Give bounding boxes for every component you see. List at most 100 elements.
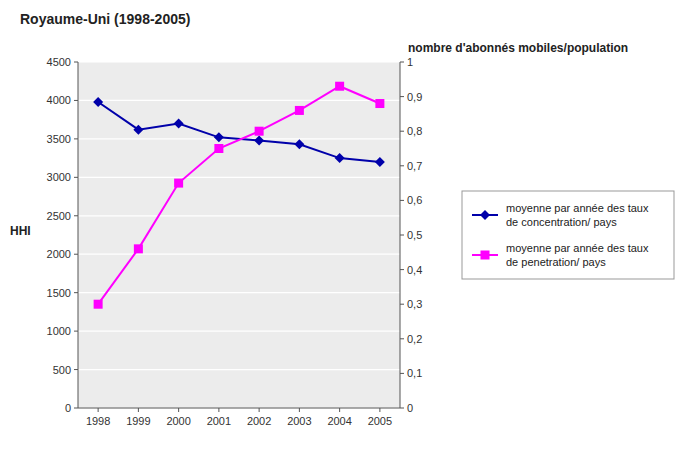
- marker: [335, 82, 344, 91]
- tick-label: 1000: [47, 325, 71, 337]
- tick: [138, 408, 139, 412]
- legend-marker: [480, 210, 490, 220]
- tick: [74, 254, 78, 255]
- tick: [400, 200, 404, 201]
- grid-line: [78, 369, 400, 370]
- grid-line: [78, 407, 400, 408]
- tick-label: 4000: [47, 94, 71, 106]
- grid-line: [78, 177, 400, 178]
- tick-label: 3500: [47, 133, 71, 145]
- tick-label: 500: [53, 364, 71, 376]
- grid-line: [78, 331, 400, 332]
- tick-label: 0,9: [407, 91, 422, 103]
- tick-label: 1999: [126, 415, 150, 427]
- tick: [74, 369, 78, 370]
- tick-label: 2500: [47, 210, 71, 222]
- grid-line: [78, 100, 400, 101]
- marker: [134, 244, 143, 253]
- grid-line: [78, 215, 400, 216]
- tick: [178, 408, 179, 412]
- tick: [74, 215, 78, 216]
- tick: [74, 292, 78, 293]
- tick-label: 2001: [207, 415, 231, 427]
- tick-label: 0,2: [407, 333, 422, 345]
- tick-label: 2000: [166, 415, 190, 427]
- tick: [98, 408, 99, 412]
- tick-label: 0,6: [407, 194, 422, 206]
- legend: moyenne par année des tauxde concentrati…: [462, 191, 674, 279]
- tick: [379, 408, 380, 412]
- tick: [74, 138, 78, 139]
- tick: [339, 408, 340, 412]
- y2-axis: [400, 62, 401, 408]
- tick-label: 0,5: [407, 229, 422, 241]
- tick: [218, 408, 219, 412]
- tick-label: 1: [407, 56, 413, 68]
- marker: [295, 106, 304, 115]
- tick: [400, 62, 404, 63]
- tick: [400, 338, 404, 339]
- marker: [174, 119, 184, 129]
- tick: [400, 408, 404, 409]
- tick-label: 1500: [47, 287, 71, 299]
- tick: [74, 100, 78, 101]
- tick: [259, 408, 260, 412]
- tick: [74, 408, 78, 409]
- grid-line: [78, 292, 400, 293]
- tick-label: 0,7: [407, 160, 422, 172]
- plot-area: [78, 62, 400, 408]
- y-axis: [78, 62, 79, 408]
- axis-label: HHI: [10, 224, 31, 238]
- series-group: [93, 82, 385, 309]
- tick-label: 4500: [47, 56, 71, 68]
- tick: [400, 269, 404, 270]
- tick-label: 0: [65, 402, 71, 414]
- marker: [214, 144, 223, 153]
- tick: [299, 408, 300, 412]
- tick-label: 1998: [86, 415, 110, 427]
- line: [98, 102, 380, 162]
- tick: [74, 177, 78, 178]
- marker: [255, 127, 264, 136]
- grid-line: [78, 254, 400, 255]
- tick: [400, 131, 404, 132]
- x-axis: [78, 408, 400, 409]
- tick: [400, 235, 404, 236]
- marker: [254, 135, 264, 145]
- marker: [133, 125, 143, 135]
- axis-label: nombre d'abonnés mobiles/population: [408, 41, 628, 55]
- tick-label: 0,8: [407, 125, 422, 137]
- tick-label: 2003: [287, 415, 311, 427]
- tick-label: 3000: [47, 171, 71, 183]
- tick-label: 2000: [47, 248, 71, 260]
- chart: Royaume-Uni (1998-2005) 0 500 1000 1500 2000 2…: [0, 0, 682, 457]
- marker: [375, 99, 384, 108]
- tick: [400, 373, 404, 374]
- line: [98, 86, 380, 304]
- tick: [400, 304, 404, 305]
- marker: [174, 179, 183, 188]
- tick-label: 0,4: [407, 264, 422, 276]
- tick-label: 2005: [368, 415, 392, 427]
- tick: [74, 62, 78, 63]
- grid-line: [78, 61, 400, 62]
- marker: [93, 97, 103, 107]
- legend-marker: [481, 251, 490, 260]
- marker: [94, 300, 103, 309]
- tick: [74, 331, 78, 332]
- tick-label: 0: [407, 402, 413, 414]
- tick-label: 0,3: [407, 298, 422, 310]
- legend-label: moyenne par année des tauxde concentrati…: [506, 202, 649, 228]
- tick-label: 2002: [247, 415, 271, 427]
- legend-box: [462, 191, 674, 279]
- legend-label: moyenne par année des tauxde penetration…: [506, 242, 649, 268]
- marker: [294, 139, 304, 149]
- marker: [335, 153, 345, 163]
- tick: [400, 165, 404, 166]
- tick-label: 0,1: [407, 367, 422, 379]
- tick-label: 2004: [327, 415, 351, 427]
- title: Royaume-Uni (1998-2005): [20, 11, 190, 27]
- tick: [400, 96, 404, 97]
- marker: [375, 157, 385, 167]
- marker: [214, 132, 224, 142]
